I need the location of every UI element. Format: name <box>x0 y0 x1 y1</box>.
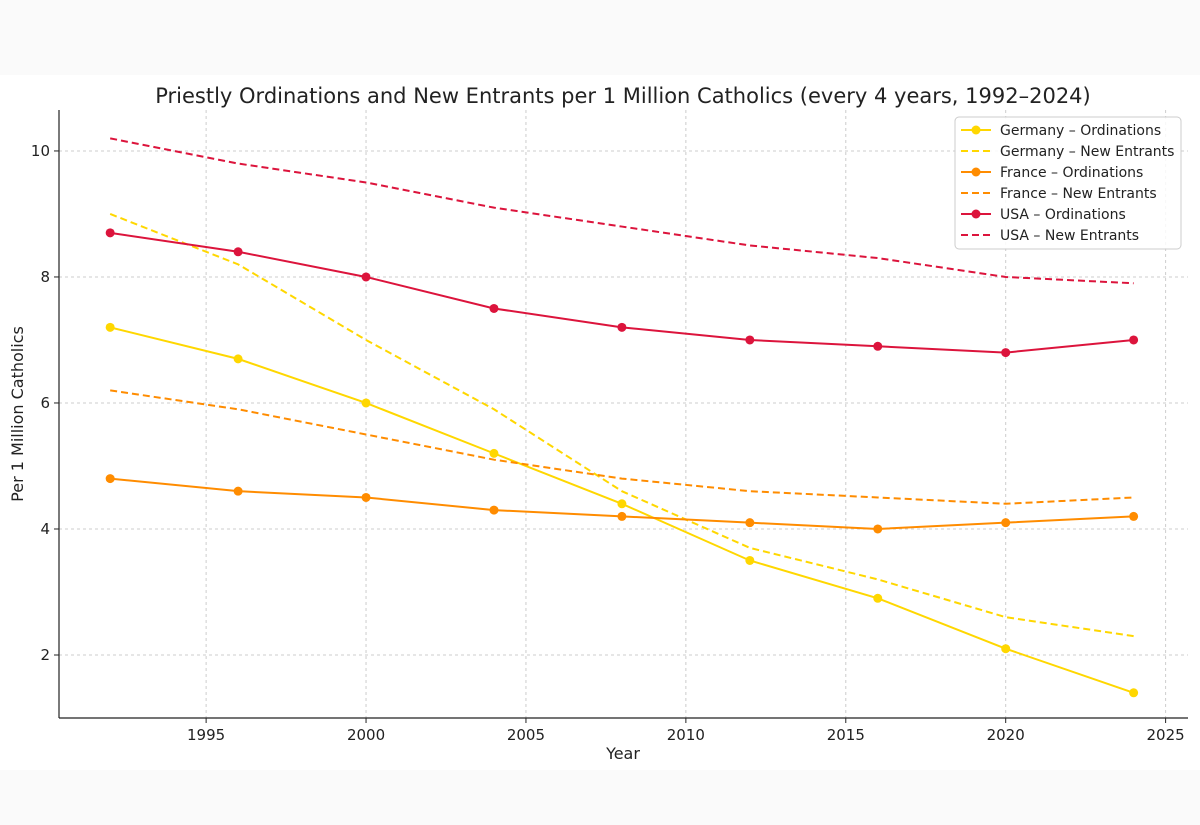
grid <box>59 110 1188 718</box>
chart-canvas: Priestly Ordinations and New Entrants pe… <box>0 75 1200 770</box>
data-point <box>617 511 627 521</box>
y-tick-label: 8 <box>40 268 50 286</box>
data-point <box>361 272 371 282</box>
data-point <box>1129 688 1139 698</box>
legend-marker <box>971 125 981 135</box>
data-point <box>489 448 499 458</box>
data-point <box>105 228 115 238</box>
data-point <box>233 247 243 257</box>
data-point <box>1129 511 1139 521</box>
legend-label: France – Ordinations <box>1000 165 1143 181</box>
data-point <box>489 303 499 313</box>
legend-marker <box>971 167 981 177</box>
series-line-0 <box>109 326 1134 694</box>
axes: 1995 2000 2005 2010 2015 2020 2025 2 4 6 8 10 <box>31 110 1188 744</box>
data-point <box>1001 348 1011 358</box>
data-point <box>233 486 243 496</box>
data-point <box>617 322 627 332</box>
line-chart: Priestly Ordinations and New Entrants pe… <box>8 84 1188 763</box>
series-group <box>105 137 1139 698</box>
y-tick-label: 4 <box>40 520 50 538</box>
x-axis-label: Year <box>605 744 640 763</box>
data-point <box>1129 335 1139 345</box>
data-point <box>1001 644 1011 654</box>
x-tick-label: 2000 <box>347 726 385 744</box>
data-point <box>489 505 499 515</box>
x-tick-label: 2015 <box>827 726 865 744</box>
legend-marker <box>971 209 981 219</box>
data-point <box>361 398 371 408</box>
data-point <box>1001 518 1011 528</box>
data-point <box>105 474 115 484</box>
y-tick-label: 2 <box>40 646 50 664</box>
legend: Germany – Ordinations Germany – New Entra… <box>954 116 1182 250</box>
x-tick-label: 2005 <box>507 726 545 744</box>
y-tick-label: 10 <box>31 142 50 160</box>
data-point <box>233 354 243 364</box>
series-line-5 <box>109 137 1134 285</box>
legend-label: Germany – New Entrants <box>1000 144 1174 160</box>
data-point <box>745 518 755 528</box>
data-point <box>873 341 883 351</box>
series-line-1 <box>109 213 1134 638</box>
data-point <box>105 322 115 332</box>
legend-label: USA – Ordinations <box>1000 207 1126 223</box>
data-point <box>873 593 883 603</box>
series-line-3 <box>110 389 1134 505</box>
legend-label: USA – New Entrants <box>1000 228 1139 244</box>
data-point <box>745 335 755 345</box>
data-point <box>745 555 755 565</box>
x-tick-label: 2025 <box>1147 726 1185 744</box>
data-point <box>617 499 627 509</box>
legend-label: Germany – Ordinations <box>1000 123 1161 139</box>
x-tick-label: 2020 <box>987 726 1025 744</box>
y-axis-label: Per 1 Million Catholics <box>8 326 27 502</box>
series-line-4 <box>110 231 1134 354</box>
chart-title: Priestly Ordinations and New Entrants pe… <box>155 84 1091 108</box>
legend-box <box>954 116 1182 250</box>
y-tick-label: 6 <box>40 394 50 412</box>
legend-label: France – New Entrants <box>1000 186 1157 202</box>
data-point <box>873 524 883 534</box>
x-tick-label: 1995 <box>187 726 225 744</box>
x-tick-label: 2010 <box>667 726 705 744</box>
data-point <box>361 492 371 502</box>
